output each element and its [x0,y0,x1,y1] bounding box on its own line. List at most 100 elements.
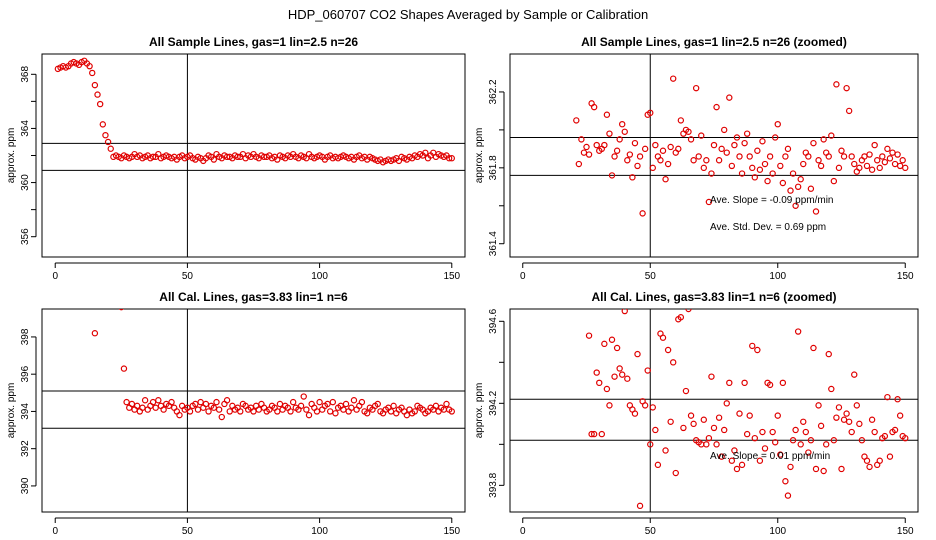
data-point [590,103,598,111]
data-point [670,75,677,82]
y-tick-label: 390 [20,477,31,494]
data-point [708,373,715,380]
data-point [782,153,789,160]
data-point [687,136,695,143]
y-axis-label: approx. ppm [6,128,17,184]
y-tick-label: 394 [20,403,31,420]
data-point [621,128,628,135]
x-tick-label: 100 [311,271,328,282]
data-point [573,117,580,124]
data-point [891,426,899,434]
data-point [749,342,756,350]
data-point [690,157,697,164]
data-point [863,162,871,170]
data-point [868,166,876,173]
data-point [779,179,787,187]
data-point [287,408,294,415]
data-point [192,400,199,408]
y-tick-label: 360 [20,174,31,191]
data-point [667,418,674,425]
data-point [759,428,766,436]
data-point [815,157,822,164]
data-point [902,164,909,172]
data-point [876,457,883,464]
data-point [710,141,718,149]
data-point [754,346,761,354]
data-point [751,434,759,442]
data-point [896,162,904,170]
annotation-text: Ave. Std. Dev. = 0.69 ppm [710,222,826,233]
data-point [155,397,162,404]
data-point [774,412,781,419]
data-point [168,398,175,406]
data-point [823,441,830,448]
data-point [608,336,616,343]
data-point [411,408,418,415]
y-tick-label: 393.8 [488,472,499,497]
data-point [817,422,825,430]
data-point [843,410,850,417]
data-point [274,408,281,415]
data-point [213,398,220,406]
data-point [613,147,621,154]
data-point [596,379,603,387]
data-point [96,100,104,108]
data-point [787,463,794,471]
data-point [871,141,878,149]
data-point [91,81,99,89]
data-point [680,424,687,432]
data-point [616,365,623,372]
data-point [305,411,313,419]
data-point [759,138,766,145]
plot-frame [41,308,466,513]
data-point [710,424,718,432]
data-point [833,81,840,88]
y-tick-label: 356 [20,228,31,245]
x-tick-label: 50 [182,271,194,282]
data-point [721,126,728,134]
data-point [91,330,99,337]
data-point [812,465,820,473]
data-point [176,411,183,419]
data-point [723,149,730,156]
data-point [810,344,817,352]
data-point [374,400,381,408]
data-point [766,153,774,160]
data-point [422,149,429,156]
data-point [636,153,644,160]
data-point [340,406,347,413]
data-point [636,502,644,510]
data-point [578,136,585,143]
data-point [820,136,827,143]
data-point [698,132,705,139]
data-point [448,155,455,162]
y-tick-label: 361.8 [488,155,499,180]
data-point [743,130,751,137]
chart-panel-3: All Cal. Lines, gas=3.83 lin=1 n=6 0 50 100… [6,290,466,537]
data-point [324,400,331,408]
data-point [835,164,843,172]
data-point [894,151,901,158]
data-point [631,410,639,417]
data-point [659,334,667,341]
data-point [624,157,631,164]
data-point [128,400,136,408]
data-point [606,402,613,409]
data-point [756,457,764,464]
data-point [237,408,244,415]
data-point [601,340,608,348]
data-points [91,309,455,421]
data-points [585,309,909,510]
data-point [728,162,736,170]
data-point [690,420,697,428]
data-point [840,153,848,160]
data-point [863,457,871,464]
data-point [741,379,748,387]
data-point [845,107,853,115]
data-point [825,350,832,358]
data-point [585,151,593,158]
data-point [840,416,848,423]
data-point [102,131,109,139]
data-point [731,447,738,454]
data-point [866,463,873,471]
